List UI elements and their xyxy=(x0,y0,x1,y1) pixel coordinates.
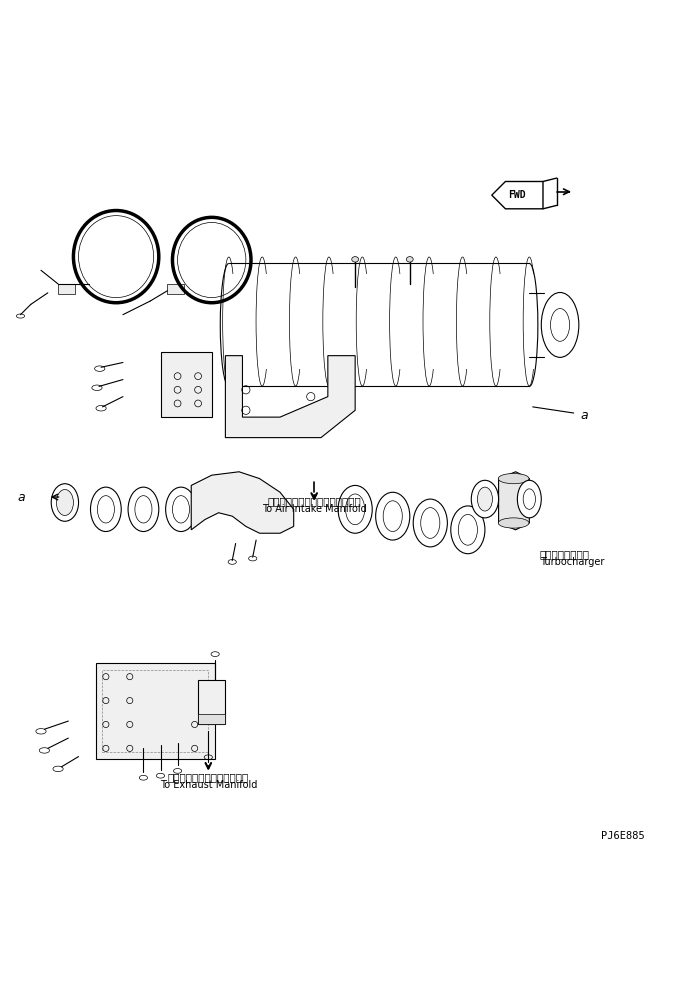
Ellipse shape xyxy=(471,480,499,518)
Ellipse shape xyxy=(518,480,541,518)
Polygon shape xyxy=(191,471,294,534)
Ellipse shape xyxy=(477,487,492,511)
Ellipse shape xyxy=(541,292,579,358)
Ellipse shape xyxy=(406,256,413,262)
Text: To Air Intake Manifold: To Air Intake Manifold xyxy=(262,505,367,515)
Text: エアーインテークマニホールペ: エアーインテークマニホールペ xyxy=(267,496,361,507)
Text: To Exhaust Manifold: To Exhaust Manifold xyxy=(160,780,257,790)
Ellipse shape xyxy=(498,473,529,483)
Ellipse shape xyxy=(51,483,79,522)
Text: ターボチャージャ: ターボチャージャ xyxy=(540,549,589,559)
Ellipse shape xyxy=(56,489,73,516)
Ellipse shape xyxy=(413,499,447,547)
Text: a: a xyxy=(581,409,588,421)
Ellipse shape xyxy=(128,487,159,532)
Bar xyxy=(58,284,75,294)
Bar xyxy=(96,663,215,759)
Text: PJ6E885: PJ6E885 xyxy=(601,831,645,841)
Bar xyxy=(102,670,208,752)
Text: a: a xyxy=(17,490,25,504)
Ellipse shape xyxy=(376,492,410,540)
Ellipse shape xyxy=(451,506,485,554)
Text: FWD: FWD xyxy=(508,190,526,200)
Ellipse shape xyxy=(90,487,121,532)
Ellipse shape xyxy=(498,518,529,528)
Bar xyxy=(198,680,225,725)
Polygon shape xyxy=(499,471,529,530)
Bar xyxy=(198,715,225,725)
Bar xyxy=(161,352,212,417)
Ellipse shape xyxy=(165,487,197,532)
Text: Turbocharger: Turbocharger xyxy=(540,557,604,567)
Polygon shape xyxy=(225,356,355,437)
Ellipse shape xyxy=(338,485,372,534)
Ellipse shape xyxy=(352,256,359,262)
Text: エキゾーストマニホールペ: エキゾーストマニホールペ xyxy=(168,772,249,782)
Bar xyxy=(167,284,184,294)
